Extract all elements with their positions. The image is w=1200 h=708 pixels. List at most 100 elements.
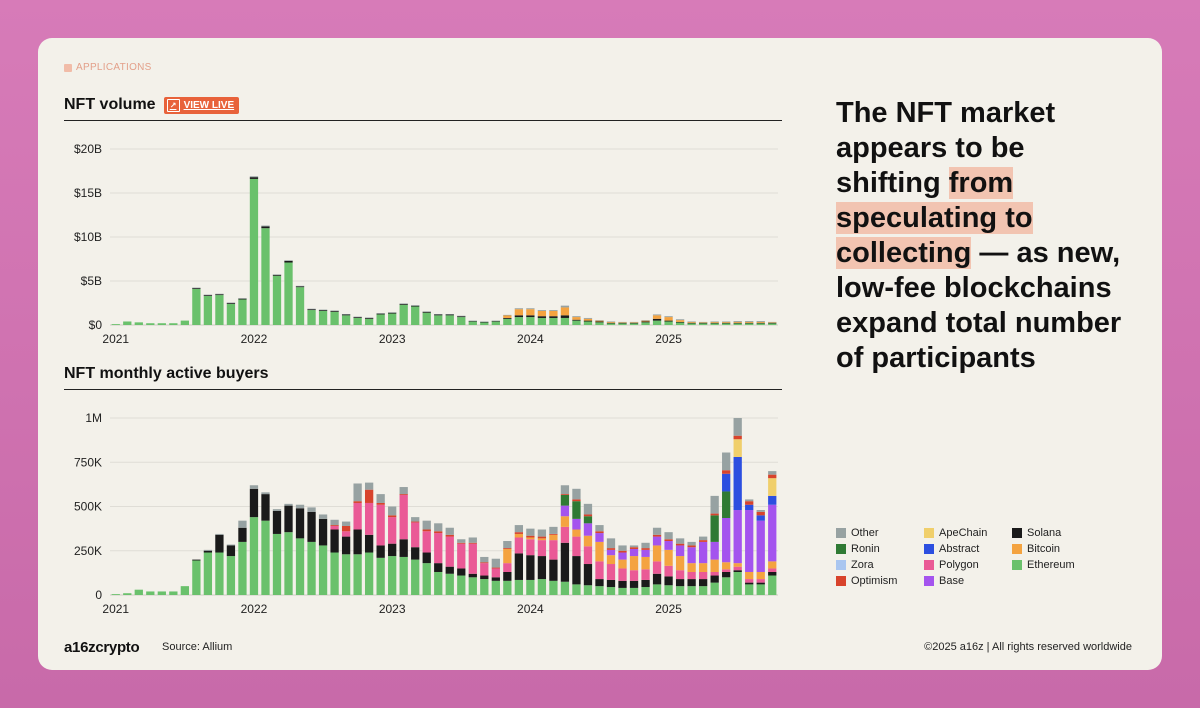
buyers-bar-other-2024-01	[526, 528, 535, 536]
buyers-y-tick-label: 0	[95, 588, 102, 602]
legend-swatch-solana	[1012, 528, 1022, 538]
source-note: Source: Allium	[162, 641, 233, 653]
buyers-bar-bitcoin-2025-07	[733, 563, 742, 567]
volume-bar-bitcoin-2025-05	[710, 321, 719, 323]
volume-bar-ethereum-2022-06	[307, 310, 316, 325]
volume-bar-other-2023-10	[491, 320, 500, 322]
buyers-bar-bitcoin-2025-10	[768, 561, 777, 569]
buyers-bar-polygon-2024-09	[618, 568, 627, 581]
buyers-bar-polygon-2023-08	[468, 543, 477, 574]
buyers-bar-solana-2023-10	[491, 577, 500, 581]
buyers-bar-optimism-2025-07	[733, 435, 742, 440]
buyers-bar-bitcoin-2024-04	[560, 516, 570, 527]
view-live-label: VIEW LIVE	[183, 100, 235, 111]
volume-bar-other-2021-08	[192, 287, 201, 289]
buyers-bar-optimism-2024-08	[606, 548, 616, 550]
buyers-bar-base-2025-06	[722, 518, 731, 563]
volume-bar-bitcoin-2024-08	[606, 321, 616, 323]
buyers-bar-bitcoin-2024-07	[595, 541, 604, 562]
volume-bar-bitcoin-2025-09	[756, 321, 765, 323]
buyers-bar-other-2023-11	[503, 541, 512, 549]
buyers-bar-solana-2021-11	[226, 545, 236, 557]
buyers-bar-ethereum-2022-06	[307, 541, 316, 595]
buyers-bar-other-2022-11	[364, 482, 374, 490]
volume-bar-bitcoin-2024-06	[583, 318, 593, 321]
volume-bar-ethereum-2023-03	[411, 306, 420, 325]
volume-bar-solana-2025-08	[745, 322, 754, 324]
buyers-bar-base-2025-10	[768, 504, 777, 562]
legend-swatch-abstract	[924, 544, 934, 554]
volume-bar-other-2024-09	[618, 321, 627, 323]
buyers-chart-title: NFT monthly active buyers	[64, 365, 269, 382]
volume-bar-ethereum-2022-11	[364, 318, 374, 325]
volume-bar-other-2024-03	[549, 310, 558, 311]
buyers-bar-polygon-2025-01	[664, 565, 673, 577]
volume-bar-bitcoin-2023-11	[503, 315, 512, 318]
volume-bar-other-2022-05	[295, 285, 305, 287]
volume-bar-ethereum-2022-02	[261, 228, 270, 325]
buyers-bar-bitcoin-2025-08	[745, 571, 754, 580]
volume-bar-ethereum-2023-07	[457, 317, 466, 325]
buyers-bar-ethereum-2024-11	[641, 587, 650, 595]
buyers-bar-other-2022-02	[261, 492, 270, 495]
volume-bar-other-2021-11	[226, 302, 236, 304]
buyers-bar-solana-2025-01	[664, 576, 673, 586]
volume-bar-other-2022-06	[307, 308, 316, 310]
legend-swatch-ethereum	[1012, 560, 1022, 570]
buyers-bar-polygon-2024-04	[560, 526, 570, 543]
buyers-bar-ethereum-2025-08	[745, 584, 754, 595]
volume-bar-ethereum-2021-03	[134, 322, 143, 325]
volume-bar-ethereum-2023-05	[434, 315, 443, 325]
volume-bar-bitcoin-2024-12	[652, 315, 662, 319]
volume-bar-ethereum-2023-09	[480, 322, 489, 325]
buyers-chart-header: NFT monthly active buyers	[64, 365, 782, 390]
buyers-bar-ethereum-2023-02	[399, 556, 408, 595]
legend-swatch-apechain	[924, 528, 934, 538]
volume-bar-other-2025-10	[768, 321, 777, 323]
legend-swatch-base	[924, 576, 934, 586]
legend-label-ronin: Ronin	[851, 543, 880, 555]
volume-bar-other-2021-12	[238, 298, 247, 299]
volume-bar-ethereum-2022-12	[376, 314, 385, 325]
volume-bar-other-2024-02	[537, 310, 547, 311]
buyers-bar-base-2024-09	[618, 552, 627, 560]
buyers-bar-optimism-2024-11	[641, 548, 650, 550]
volume-bar-other-2023-11	[503, 314, 512, 316]
buyers-bar-ethereum-2023-05	[434, 571, 443, 595]
buyers-bar-ethereum-2023-03	[411, 559, 420, 595]
volume-bar-solana-2022-09	[341, 314, 351, 316]
buyers-bar-base-2025-03	[687, 547, 696, 564]
buyers-bar-polygon-2022-08	[330, 525, 339, 530]
buyers-bar-base-2024-08	[606, 549, 616, 556]
buyers-bar-other-2025-08	[745, 499, 754, 502]
buyers-bar-solana-2023-05	[434, 563, 443, 572]
buyers-bar-polygon-2024-08	[606, 564, 616, 580]
buyers-bar-solana-2022-03	[272, 510, 282, 534]
volume-bar-solana-2024-09	[618, 322, 627, 324]
buyers-bar-solana-2022-11	[364, 534, 374, 553]
buyers-bar-base-2025-08	[745, 510, 754, 572]
volume-bar-solana-2024-12	[652, 318, 662, 321]
buyers-bar-ethereum-2022-07	[318, 545, 328, 595]
volume-bar-solana-2023-01	[388, 312, 397, 314]
volume-y-tick-label: $5B	[81, 274, 102, 288]
buyers-bar-other-2023-03	[411, 517, 420, 522]
buyers-bar-solana-2023-04	[422, 552, 431, 564]
buyers-bar-ethereum-2025-06	[722, 577, 731, 595]
buyers-bar-solana-2021-10	[215, 534, 224, 553]
buyers-bar-optimism-2023-03	[411, 521, 420, 523]
buyers-bar-polygon-2023-03	[411, 522, 420, 548]
volume-bar-ethereum-2023-06	[445, 315, 454, 325]
chart-legend: Other ApeChain Solana Ronin Abstract Bitcoin Z…	[836, 527, 1100, 587]
legend-item-bitcoin: Bitcoin	[1012, 543, 1100, 555]
view-live-button[interactable]: ↗ VIEW LIVE	[163, 97, 240, 114]
buyers-bar-ethereum-2022-12	[376, 557, 385, 595]
buyers-bar-ethereum-2021-11	[226, 556, 236, 595]
buyers-bar-solana-2025-10	[768, 571, 777, 576]
buyers-bar-base-2025-04	[698, 541, 708, 564]
buyers-bar-ethereum-2024-01	[526, 579, 535, 595]
buyers-bar-other-2025-04	[698, 536, 708, 541]
volume-bar-ethereum-2021-10	[215, 295, 224, 325]
buyers-bar-solana-2024-01	[526, 555, 535, 580]
buyers-bar-ethereum-2022-04	[284, 532, 293, 595]
